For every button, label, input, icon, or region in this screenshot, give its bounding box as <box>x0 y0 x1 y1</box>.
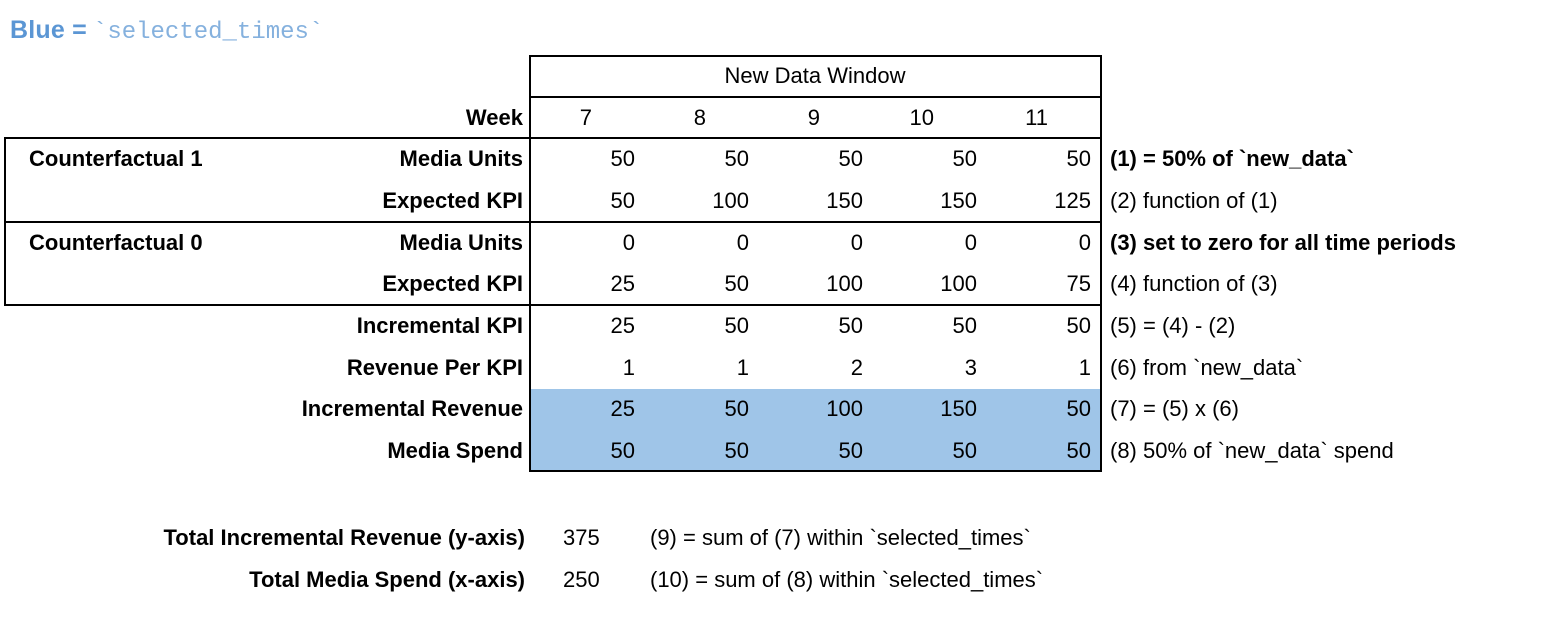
data-cell: 0 <box>850 229 863 255</box>
group-label-counterfactual-0: Counterfactual 0 <box>29 229 203 255</box>
data-cell-highlighted: 50 <box>530 430 644 472</box>
data-cell-highlighted: 50 <box>872 430 986 472</box>
total-media-spend-value: 250 <box>563 567 600 592</box>
border-line-cf1-top <box>4 137 1102 140</box>
total-incremental-revenue-value: 375 <box>563 525 600 550</box>
data-cell: 125 <box>1054 187 1091 213</box>
annotation-8: (8) 50% of `new_data` spend <box>1110 438 1394 464</box>
annotation-6: (6) from `new_data` <box>1110 354 1304 380</box>
border-line-table-bottom <box>529 470 1102 472</box>
data-cell-highlighted: 150 <box>872 388 986 431</box>
data-cell: 25 <box>610 271 635 297</box>
data-cell-highlighted: 25 <box>530 388 644 431</box>
data-cell: 50 <box>838 146 863 172</box>
legend-label: Blue = <box>10 16 87 44</box>
totals-block: Total Incremental Revenue (y-axis) 375 (… <box>5 517 1044 601</box>
data-cell: 50 <box>724 271 749 297</box>
annotation-3: (3) set to zero for all time periods <box>1110 229 1456 255</box>
row-label-incremental-revenue: Incremental Revenue <box>301 396 523 422</box>
week-cell: 7 <box>579 104 592 130</box>
border-line-cf0-bottom <box>4 304 1102 306</box>
border-line-data-left <box>529 55 531 472</box>
group-label-counterfactual-1: Counterfactual 1 <box>29 146 203 172</box>
row-label-media-units-cf0: Counterfactual 0 Media Units <box>5 222 530 264</box>
row-label-text: Media Units <box>399 146 523 172</box>
table-header-new-data-window: New Data Window <box>724 62 906 88</box>
data-cell-highlighted: 50 <box>986 430 1100 472</box>
week-cell: 10 <box>909 104 934 130</box>
data-cell: 50 <box>724 146 749 172</box>
row-label-expected-kpi-cf1: Expected KPI <box>382 187 523 213</box>
data-cell: 3 <box>964 354 977 380</box>
legend-code-token: `selected_times` <box>92 19 324 46</box>
data-cell: 50 <box>610 187 635 213</box>
annotation-2: (2) function of (1) <box>1110 187 1278 213</box>
annotation-1: (1) = 50% of `new_data` <box>1110 146 1354 172</box>
data-cell: 1 <box>736 354 749 380</box>
data-cell: 50 <box>1066 312 1091 338</box>
data-cell: 75 <box>1066 271 1091 297</box>
week-row-label: Week <box>465 104 523 130</box>
annotation-7: (7) = (5) x (6) <box>1110 396 1239 422</box>
border-line-groups-left <box>4 137 6 307</box>
data-cell: 25 <box>610 312 635 338</box>
row-label-revenue-per-kpi: Revenue Per KPI <box>346 354 523 380</box>
total-media-spend-label: Total Media Spend (x-axis) <box>249 567 525 592</box>
total-incremental-revenue-label: Total Incremental Revenue (y-axis) <box>163 525 526 550</box>
data-cell: 50 <box>952 146 977 172</box>
data-cell: 1 <box>622 354 635 380</box>
border-line-data-right <box>1100 55 1102 472</box>
row-label-media-spend: Media Spend <box>387 438 523 464</box>
row-label-expected-kpi-cf0: Expected KPI <box>382 271 523 297</box>
data-cell: 0 <box>736 229 749 255</box>
week-cell: 9 <box>807 104 820 130</box>
data-cell: 50 <box>610 146 635 172</box>
data-cell: 0 <box>1078 229 1091 255</box>
row-label-media-units-cf1: Counterfactual 1 Media Units <box>5 138 530 180</box>
border-line-header-bottom <box>529 95 1102 98</box>
data-cell: 2 <box>850 354 863 380</box>
data-cell: 100 <box>940 271 977 297</box>
border-line-header-top <box>529 55 1102 57</box>
counterfactual-table: New Data Window Week 7 8 9 10 11 Counter… <box>5 55 1534 472</box>
row-label-text: Media Units <box>399 229 523 255</box>
legend-note: Blue = `selected_times` <box>10 16 323 46</box>
data-cell-highlighted: 50 <box>758 430 872 472</box>
annotation-4: (4) function of (3) <box>1110 271 1278 297</box>
data-cell: 50 <box>1066 146 1091 172</box>
week-cell: 8 <box>693 104 706 130</box>
annotation-9: (9) = sum of (7) within `selected_times` <box>650 525 1031 550</box>
border-line-cf1-cf0 <box>4 220 1102 223</box>
data-cell: 0 <box>622 229 635 255</box>
data-cell-highlighted: 100 <box>758 388 872 431</box>
annotation-5: (5) = (4) - (2) <box>1110 312 1236 338</box>
annotation-10: (10) = sum of (8) within `selected_times… <box>650 567 1044 592</box>
week-cell: 11 <box>1025 104 1048 130</box>
data-cell: 50 <box>838 312 863 338</box>
data-cell: 150 <box>940 187 977 213</box>
data-cell: 1 <box>1078 354 1091 380</box>
data-cell-highlighted: 50 <box>986 388 1100 431</box>
data-cell: 100 <box>826 271 863 297</box>
data-cell: 50 <box>724 312 749 338</box>
data-cell: 0 <box>964 229 977 255</box>
data-cell: 100 <box>712 187 749 213</box>
data-cell: 150 <box>826 187 863 213</box>
data-cell-highlighted: 50 <box>644 388 758 431</box>
row-label-incremental-kpi: Incremental KPI <box>356 312 523 338</box>
data-cell: 50 <box>952 312 977 338</box>
data-cell-highlighted: 50 <box>644 430 758 472</box>
